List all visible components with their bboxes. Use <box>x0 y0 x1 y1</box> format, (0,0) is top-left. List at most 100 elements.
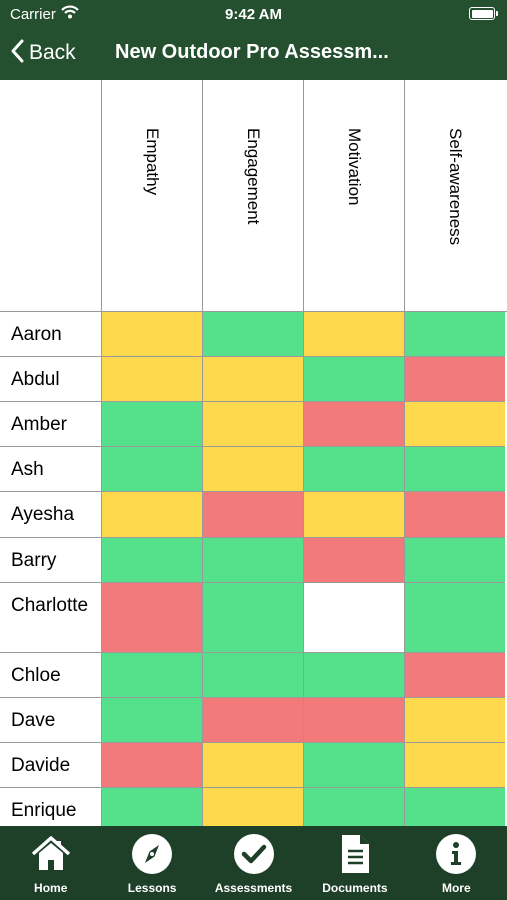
assessment-cell-green[interactable] <box>404 312 505 357</box>
assessment-cell-red[interactable] <box>303 402 404 447</box>
assessment-cell-yellow[interactable] <box>101 357 202 402</box>
assessment-cell-green[interactable] <box>202 583 303 653</box>
status-bar: Carrier 9:42 AM <box>0 0 507 28</box>
assessment-cell-red[interactable] <box>404 653 505 698</box>
assessment-cell-green[interactable] <box>303 357 404 402</box>
assessment-cell-green[interactable] <box>101 402 202 447</box>
tab-assessments[interactable]: Assessments <box>203 826 304 900</box>
assessment-cell-yellow[interactable] <box>404 698 505 743</box>
assessment-cell-yellow[interactable] <box>202 743 303 788</box>
assessment-cell-green[interactable] <box>202 653 303 698</box>
assessment-cell-green[interactable] <box>303 743 404 788</box>
battery-icon <box>469 7 498 20</box>
assessment-cell-yellow[interactable] <box>202 447 303 492</box>
assessment-cell-green[interactable] <box>404 447 505 492</box>
student-name: Ayesha <box>0 492 101 538</box>
assessment-cell-red[interactable] <box>303 538 404 583</box>
assessment-cell-red[interactable] <box>202 698 303 743</box>
wifi-icon <box>61 5 79 24</box>
student-row: Ayesha <box>0 492 507 538</box>
tab-more[interactable]: More <box>406 826 507 900</box>
student-row: Ash <box>0 447 507 492</box>
tab-lessons[interactable]: Lessons <box>101 826 202 900</box>
checkmark-icon <box>232 832 276 876</box>
assessment-cell-red[interactable] <box>101 743 202 788</box>
assessment-cell-red[interactable] <box>101 583 202 653</box>
student-row: Dave <box>0 698 507 743</box>
assessment-cell-green[interactable] <box>101 788 202 826</box>
student-row: Davide <box>0 743 507 788</box>
info-icon <box>434 832 478 876</box>
tab-label: Assessments <box>214 881 293 895</box>
assessment-cell-green[interactable] <box>202 312 303 357</box>
student-name: Charlotte <box>0 583 101 653</box>
assessment-cell-yellow[interactable] <box>303 492 404 538</box>
student-name: Aaron <box>0 312 101 357</box>
compass-icon <box>130 832 174 876</box>
student-row: Amber <box>0 402 507 447</box>
student-name: Enrique <box>0 788 101 826</box>
student-name: Ash <box>0 447 101 492</box>
student-name: Amber <box>0 402 101 447</box>
tab-label: Documents <box>322 881 388 895</box>
assessment-cell-yellow[interactable] <box>202 357 303 402</box>
student-name: Barry <box>0 538 101 583</box>
carrier-label: Carrier <box>10 6 56 23</box>
assessment-cell-green[interactable] <box>101 538 202 583</box>
assessment-cell-yellow[interactable] <box>404 743 505 788</box>
assessment-cell-green[interactable] <box>404 583 505 653</box>
column-header-label: Motivation <box>345 128 364 206</box>
student-name: Dave <box>0 698 101 743</box>
column-header-label: Empathy <box>143 128 162 196</box>
column-header-1: Empathy <box>101 80 202 312</box>
home-icon <box>29 832 73 876</box>
tab-label: More <box>441 881 471 895</box>
student-name: Chloe <box>0 653 101 698</box>
chevron-left-icon <box>10 39 24 68</box>
student-row: Charlotte <box>0 583 507 653</box>
tab-home[interactable]: Home <box>0 826 101 900</box>
assessment-cell-green[interactable] <box>303 653 404 698</box>
document-icon <box>333 832 377 876</box>
assessment-cell-green[interactable] <box>404 788 505 826</box>
assessment-cell-green[interactable] <box>303 447 404 492</box>
assessment-cell-green[interactable] <box>101 698 202 743</box>
tab-documents[interactable]: Documents <box>304 826 405 900</box>
assessment-cell-yellow[interactable] <box>101 492 202 538</box>
assessment-cell-green[interactable] <box>101 653 202 698</box>
assessment-cell-red[interactable] <box>303 698 404 743</box>
student-name: Davide <box>0 743 101 788</box>
column-header-2: Engagement <box>202 80 303 312</box>
back-button[interactable]: Back <box>10 38 76 68</box>
assessment-cell-red[interactable] <box>404 492 505 538</box>
navigation-bar: Carrier 9:42 AM Back New Outdoor Pro Ass… <box>0 0 507 80</box>
status-time: 9:42 AM <box>225 6 282 23</box>
assessment-cell-green[interactable] <box>404 538 505 583</box>
assessment-cell-white[interactable] <box>303 583 404 653</box>
assessment-cell-green[interactable] <box>303 788 404 826</box>
assessment-cell-yellow[interactable] <box>202 788 303 826</box>
student-row: Chloe <box>0 653 507 698</box>
back-label: Back <box>29 41 76 64</box>
student-name: Abdul <box>0 357 101 402</box>
assessment-cell-red[interactable] <box>202 492 303 538</box>
assessment-cell-red[interactable] <box>404 357 505 402</box>
assessment-cell-green[interactable] <box>202 538 303 583</box>
page-title: New Outdoor Pro Assessm... <box>115 41 389 63</box>
assessment-grid: Empathy Engagement Motivation Self-awarenes… <box>0 80 507 826</box>
student-row: Enrique <box>0 788 507 826</box>
student-row: Abdul <box>0 357 507 402</box>
student-row: Aaron <box>0 312 507 357</box>
tab-label: Home <box>34 881 68 895</box>
student-row: Barry <box>0 538 507 583</box>
grid-header-row: Empathy Engagement Motivation Self-awarenes… <box>0 80 507 312</box>
column-header-label: Self-awareness <box>446 128 465 246</box>
tab-label: Lessons <box>127 881 177 895</box>
assessment-cell-green[interactable] <box>101 447 202 492</box>
column-header-label: Engagement <box>244 128 263 225</box>
assessment-cell-yellow[interactable] <box>202 402 303 447</box>
assessment-cell-yellow[interactable] <box>404 402 505 447</box>
column-header-4: Self-awareness <box>404 80 505 312</box>
assessment-cell-yellow[interactable] <box>303 312 404 357</box>
assessment-cell-yellow[interactable] <box>101 312 202 357</box>
